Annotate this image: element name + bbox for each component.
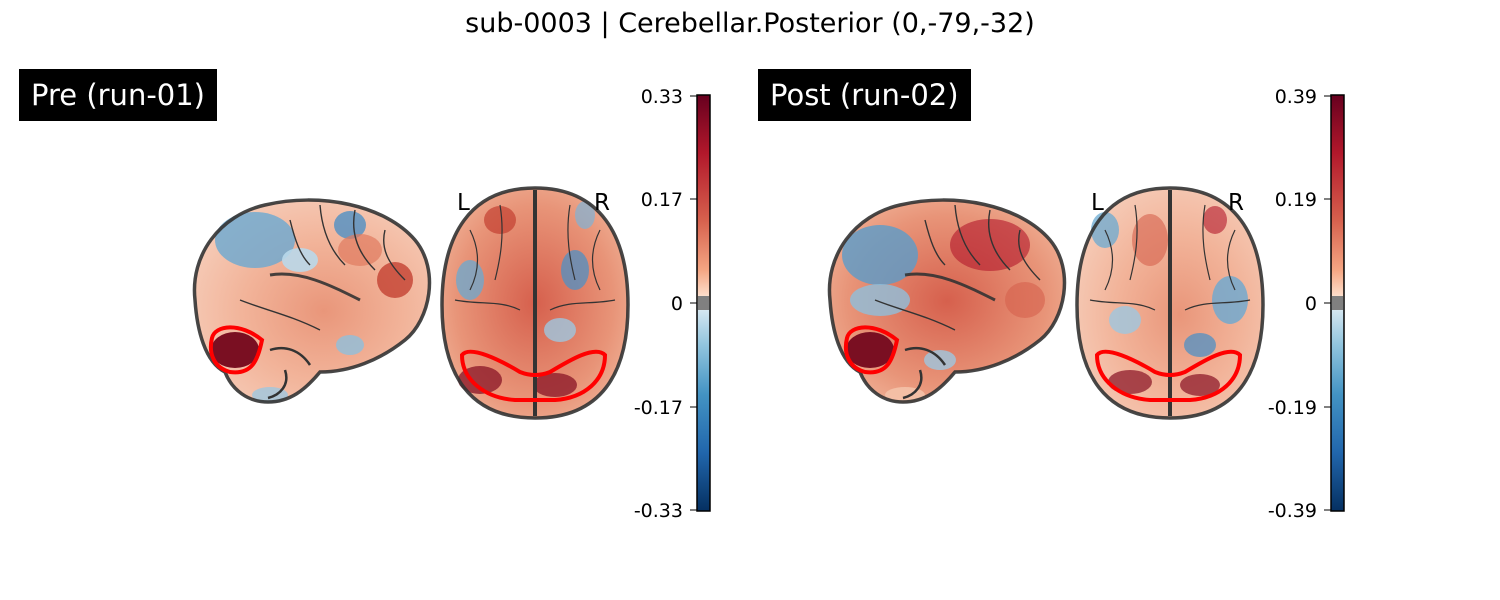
- colorbar-tick-label: 0: [670, 293, 683, 315]
- figure-title: sub-0003 | Cerebellar.Posterior (0,-79,-…: [465, 8, 1035, 39]
- panel-label-post: Post (run-02): [758, 69, 971, 121]
- colorbar-tick-label: 0.19: [1274, 189, 1317, 211]
- colorbar-pre: [690, 94, 711, 512]
- panel-label-pre: Pre (run-01): [19, 69, 217, 121]
- right-hemisphere-label-pre: R: [594, 190, 610, 216]
- colorbar-tick-label: -0.33: [633, 500, 683, 522]
- sagittal-view-post: [827, 198, 1067, 404]
- left-hemisphere-label-pre: L: [457, 190, 470, 216]
- colorbar-tick-label: 0.39: [1274, 86, 1317, 108]
- left-hemisphere-label-post: L: [1091, 190, 1104, 216]
- sagittal-view-pre: [192, 198, 432, 404]
- colorbar-post: [1324, 94, 1345, 512]
- colorbar-tick-label: -0.17: [633, 397, 683, 419]
- colorbar-tick-label: 0: [1304, 293, 1317, 315]
- colorbar-tick-label: -0.19: [1267, 397, 1317, 419]
- colorbar-tick-label: 0.17: [640, 189, 683, 211]
- colorbar-tick-label: 0.33: [640, 86, 683, 108]
- right-hemisphere-label-post: R: [1228, 190, 1244, 216]
- axial-view-post: [1075, 186, 1265, 420]
- colorbar-tick-label: -0.39: [1267, 500, 1317, 522]
- axial-view-pre: [440, 186, 630, 420]
